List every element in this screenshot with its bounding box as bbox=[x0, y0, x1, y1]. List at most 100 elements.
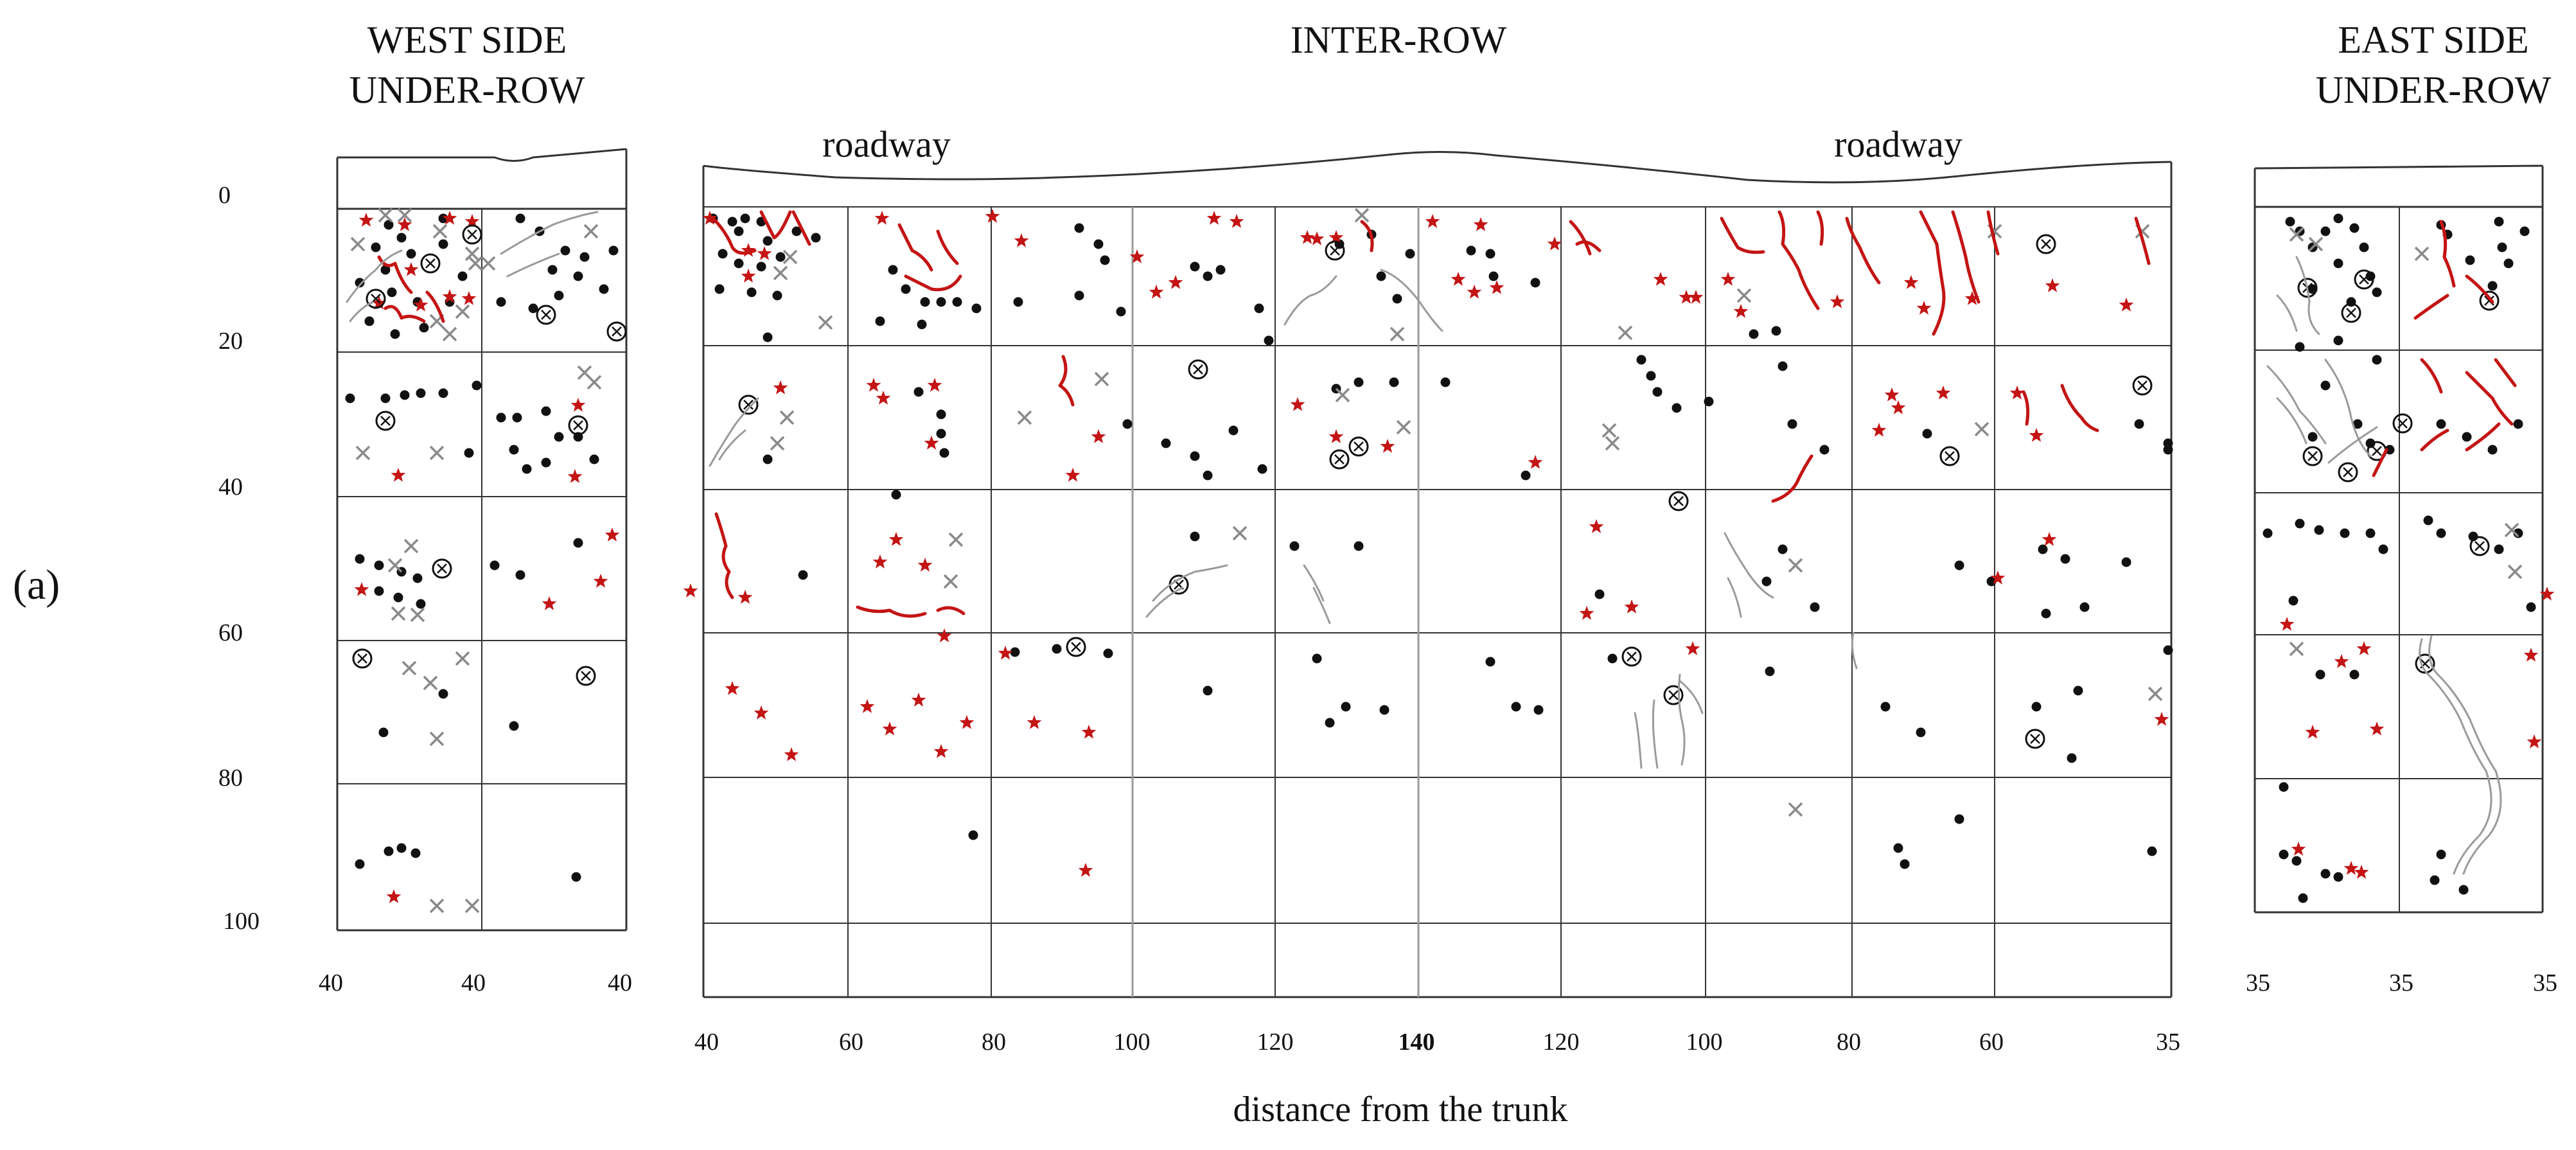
black-dot-marker bbox=[913, 387, 924, 397]
black-dot-marker bbox=[1228, 425, 1239, 436]
gray-cross-marker bbox=[1017, 410, 1032, 425]
black-dot-marker bbox=[1376, 271, 1386, 281]
black-dot-marker bbox=[528, 303, 538, 314]
black-dot-marker bbox=[355, 278, 365, 288]
red-star-marker bbox=[1229, 214, 1244, 228]
black-dot-marker bbox=[1488, 271, 1499, 281]
black-dot-marker bbox=[406, 249, 416, 259]
black-dot-marker bbox=[714, 284, 725, 294]
black-dot-marker bbox=[1405, 249, 1415, 259]
circled-cross-ring bbox=[420, 253, 441, 274]
black-dot-marker bbox=[1010, 647, 1020, 657]
circled-cross-stroke bbox=[743, 400, 754, 410]
black-dot-marker bbox=[2041, 608, 2051, 619]
black-dot-marker bbox=[1893, 843, 1903, 853]
black-dot-marker bbox=[791, 226, 802, 236]
black-dot-marker bbox=[608, 245, 619, 256]
red-star-marker bbox=[2334, 654, 2349, 668]
black-dot-marker bbox=[579, 252, 590, 262]
west-header-line2: UNDER-ROW bbox=[349, 69, 585, 111]
black-dot-marker bbox=[554, 432, 564, 442]
circled-cross-marker bbox=[2479, 290, 2500, 311]
red-root-marker bbox=[2420, 429, 2449, 452]
circled-cross-stroke bbox=[380, 416, 391, 426]
black-dot-marker bbox=[2365, 528, 2376, 538]
circled-cross-stroke bbox=[2041, 239, 2051, 249]
red-star-marker bbox=[1903, 275, 1919, 289]
gray-root-marker bbox=[1312, 587, 1331, 624]
red-star-marker bbox=[917, 558, 933, 572]
black-dot-marker bbox=[2494, 217, 2504, 227]
gray-cross-stroke bbox=[378, 208, 393, 223]
gray-root-marker bbox=[1677, 673, 1686, 766]
black-dot-marker bbox=[2526, 602, 2536, 612]
red-star-marker bbox=[911, 693, 926, 707]
black-dot-marker bbox=[390, 329, 400, 339]
gray-root-marker bbox=[2276, 294, 2298, 332]
gray-root-marker bbox=[346, 249, 403, 303]
red-root-marker bbox=[1778, 210, 1820, 310]
black-dot-marker bbox=[554, 290, 564, 301]
circled-cross-stroke bbox=[1334, 454, 1345, 464]
circled-cross-ring bbox=[462, 224, 482, 245]
gray-cross-stroke bbox=[779, 410, 795, 425]
red-star-marker bbox=[683, 583, 698, 597]
red-star-marker bbox=[757, 246, 772, 260]
circled-cross-ring bbox=[2341, 303, 2361, 323]
red-star-marker bbox=[2009, 385, 2025, 400]
inter-x-tick-3: 80 bbox=[982, 1029, 1006, 1056]
black-dot-marker bbox=[952, 297, 962, 307]
gray-root-marker bbox=[349, 301, 374, 323]
red-star-marker bbox=[2291, 842, 2306, 856]
red-root-marker bbox=[1951, 210, 1981, 304]
black-dot-marker bbox=[412, 573, 423, 583]
black-dot-marker bbox=[571, 872, 581, 882]
gray-cross-stroke bbox=[468, 256, 483, 271]
gray-root-marker bbox=[1652, 699, 1659, 769]
red-star-marker bbox=[937, 628, 952, 642]
black-dot-marker bbox=[920, 297, 930, 307]
circled-cross-marker bbox=[1329, 449, 1350, 470]
black-dot-marker bbox=[1264, 335, 1274, 346]
black-dot-marker bbox=[1646, 371, 1656, 381]
red-star-marker bbox=[542, 596, 557, 610]
gray-cross-marker bbox=[423, 675, 438, 691]
circled-cross-ring bbox=[1325, 240, 1345, 261]
red-star-marker bbox=[1065, 468, 1081, 482]
black-dot-marker bbox=[1341, 702, 1351, 712]
gray-cross-stroke bbox=[1974, 421, 1989, 437]
east-surface-line bbox=[2254, 164, 2543, 170]
inter-x-tick-6: 140 bbox=[1398, 1029, 1435, 1056]
red-star-marker bbox=[1916, 301, 1932, 315]
red-star-marker bbox=[2119, 297, 2134, 312]
red-root-marker bbox=[1575, 240, 1601, 252]
black-dot-marker bbox=[2031, 702, 2042, 712]
gray-cross-marker bbox=[948, 532, 964, 547]
circled-cross-marker bbox=[2036, 234, 2056, 254]
black-dot-marker bbox=[1810, 602, 1820, 612]
circled-cross-ring bbox=[738, 394, 759, 415]
black-dot-marker bbox=[1672, 403, 1682, 413]
black-dot-marker bbox=[387, 287, 397, 297]
gray-cross-marker bbox=[782, 249, 798, 265]
gray-cross-stroke bbox=[1987, 224, 2002, 239]
red-star-marker bbox=[2354, 865, 2369, 879]
black-dot-marker bbox=[1440, 377, 1451, 387]
black-dot-marker bbox=[1594, 589, 1605, 599]
inter-x-tick-10: 60 bbox=[1979, 1029, 2004, 1056]
black-dot-marker bbox=[355, 554, 365, 564]
red-root-marker bbox=[2420, 358, 2443, 394]
black-dot-marker bbox=[2315, 669, 2325, 680]
black-dot-marker bbox=[936, 429, 946, 439]
black-dot-marker bbox=[2423, 515, 2433, 526]
red-root-marker bbox=[2465, 274, 2494, 304]
red-root-marker bbox=[936, 229, 959, 265]
black-dot-marker bbox=[541, 406, 551, 416]
circled-cross-marker bbox=[2392, 413, 2413, 434]
black-dot-marker bbox=[472, 380, 482, 391]
red-root-marker bbox=[711, 217, 757, 255]
black-dot-marker bbox=[509, 721, 519, 731]
red-star-marker bbox=[872, 554, 888, 569]
gray-cross-stroke bbox=[943, 574, 958, 589]
red-star-marker bbox=[358, 213, 374, 227]
